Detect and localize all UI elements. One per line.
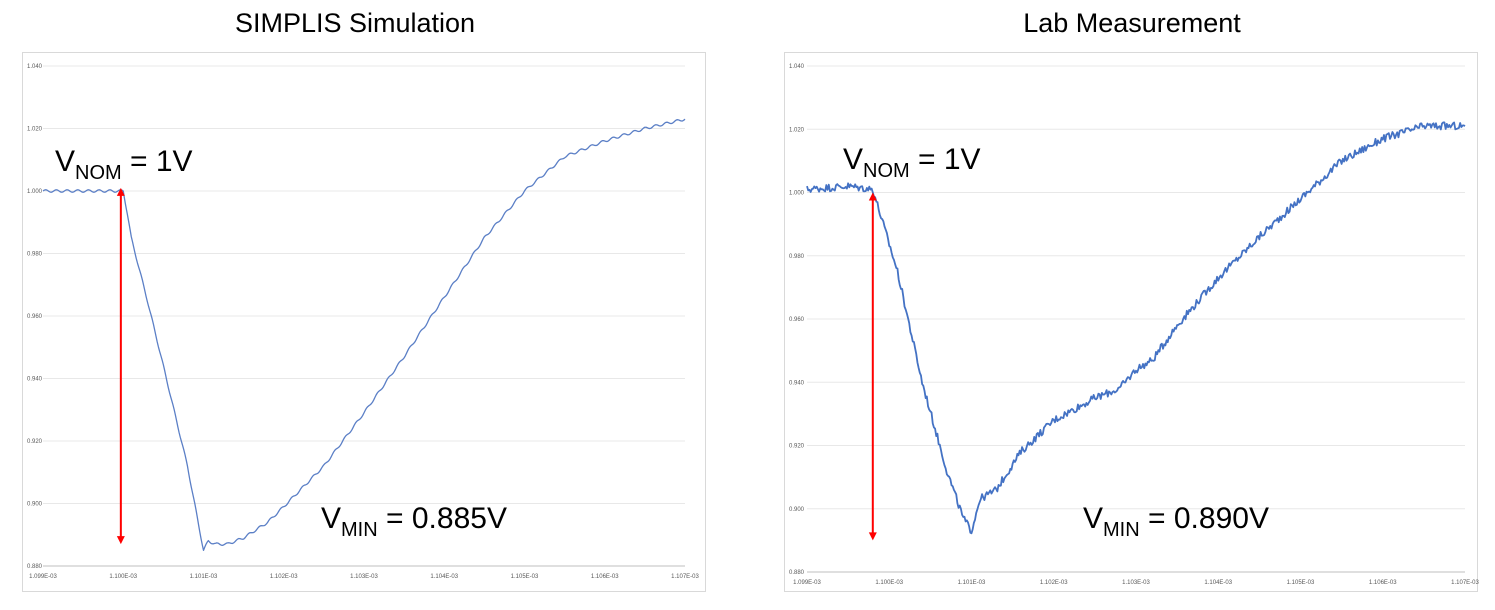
- y-tick-label: 1.020: [789, 127, 805, 133]
- x-tick-label: 1.099E-03: [793, 580, 821, 586]
- y-tick-label: 0.920: [27, 439, 43, 445]
- y-tick-label: 1.040: [789, 64, 805, 70]
- chart-title-simulation: SIMPLIS Simulation: [234, 8, 476, 38]
- x-tick-label: 1.103E-03: [350, 574, 378, 580]
- arrow-head-up: [868, 192, 877, 201]
- y-tick-label: 1.020: [27, 127, 43, 133]
- x-tick-label: 1.107E-03: [1451, 580, 1479, 586]
- y-tick-label: 0.960: [27, 314, 43, 320]
- y-tick-label: 0.920: [789, 444, 805, 450]
- vnom-annotation: VNOM = 1V: [843, 143, 981, 182]
- y-tick-label: 1.040: [27, 64, 43, 70]
- x-tick-label: 1.101E-03: [958, 580, 986, 586]
- x-tick-label: 1.104E-03: [430, 574, 458, 580]
- x-tick-label: 1.102E-03: [270, 574, 298, 580]
- y-tick-label: 0.980: [27, 252, 43, 258]
- x-tick-label: 1.101E-03: [190, 574, 218, 580]
- x-tick-label: 1.102E-03: [1040, 580, 1068, 586]
- x-tick-label: 1.100E-03: [109, 574, 137, 580]
- vnom-annotation: VNOM = 1V: [55, 145, 193, 184]
- x-tick-label: 1.105E-03: [1287, 580, 1315, 586]
- x-tick-label: 1.107E-03: [671, 574, 699, 580]
- y-tick-label: 0.880: [789, 570, 805, 576]
- chart-panel-lab: 0.880 0.900 0.920 0.940 0.960 0.980 1.000 1.020…: [784, 52, 1480, 592]
- x-tick-label: 1.104E-03: [1204, 580, 1232, 586]
- y-tick-label: 0.960: [789, 317, 805, 323]
- vmin-annotation: VMIN = 0.885V: [321, 502, 507, 541]
- x-tick-label: 1.106E-03: [591, 574, 619, 580]
- arrow-head-down: [116, 536, 125, 545]
- y-tick-label: 0.940: [789, 380, 805, 386]
- x-tick-label: 1.103E-03: [1122, 580, 1150, 586]
- arrow-head-down: [868, 532, 877, 541]
- y-tick-label: 0.880: [27, 564, 43, 570]
- arrow-head-up: [116, 187, 125, 196]
- series-line: [806, 121, 1466, 535]
- y-tick-label: 1.000: [789, 191, 805, 197]
- x-tick-label: 1.105E-03: [511, 574, 539, 580]
- chart-svg-simulation: 0.880 0.900 0.920 0.940 0.960 0.980 1.000 1.020…: [27, 64, 700, 580]
- y-tick-label: 0.940: [27, 377, 43, 383]
- y-tick-label: 0.980: [789, 254, 805, 260]
- vmin-annotation: VMIN = 0.890V: [1083, 502, 1269, 541]
- x-tick-label: 1.106E-03: [1369, 580, 1397, 586]
- chart-svg-lab: 0.880 0.900 0.920 0.940 0.960 0.980 1.000 1.020…: [789, 64, 1480, 586]
- chart-title-lab: Lab Measurement: [1023, 8, 1241, 38]
- y-tick-label: 0.900: [789, 507, 805, 513]
- series-line: [42, 118, 686, 552]
- x-tick-label: 1.099E-03: [29, 574, 57, 580]
- x-tick-label: 1.100E-03: [875, 580, 903, 586]
- y-tick-label: 0.900: [27, 502, 43, 508]
- y-tick-label: 1.000: [27, 189, 43, 195]
- chart-panel-simulation: 0.880 0.900 0.920 0.940 0.960 0.980 1.000 1.020…: [22, 52, 706, 592]
